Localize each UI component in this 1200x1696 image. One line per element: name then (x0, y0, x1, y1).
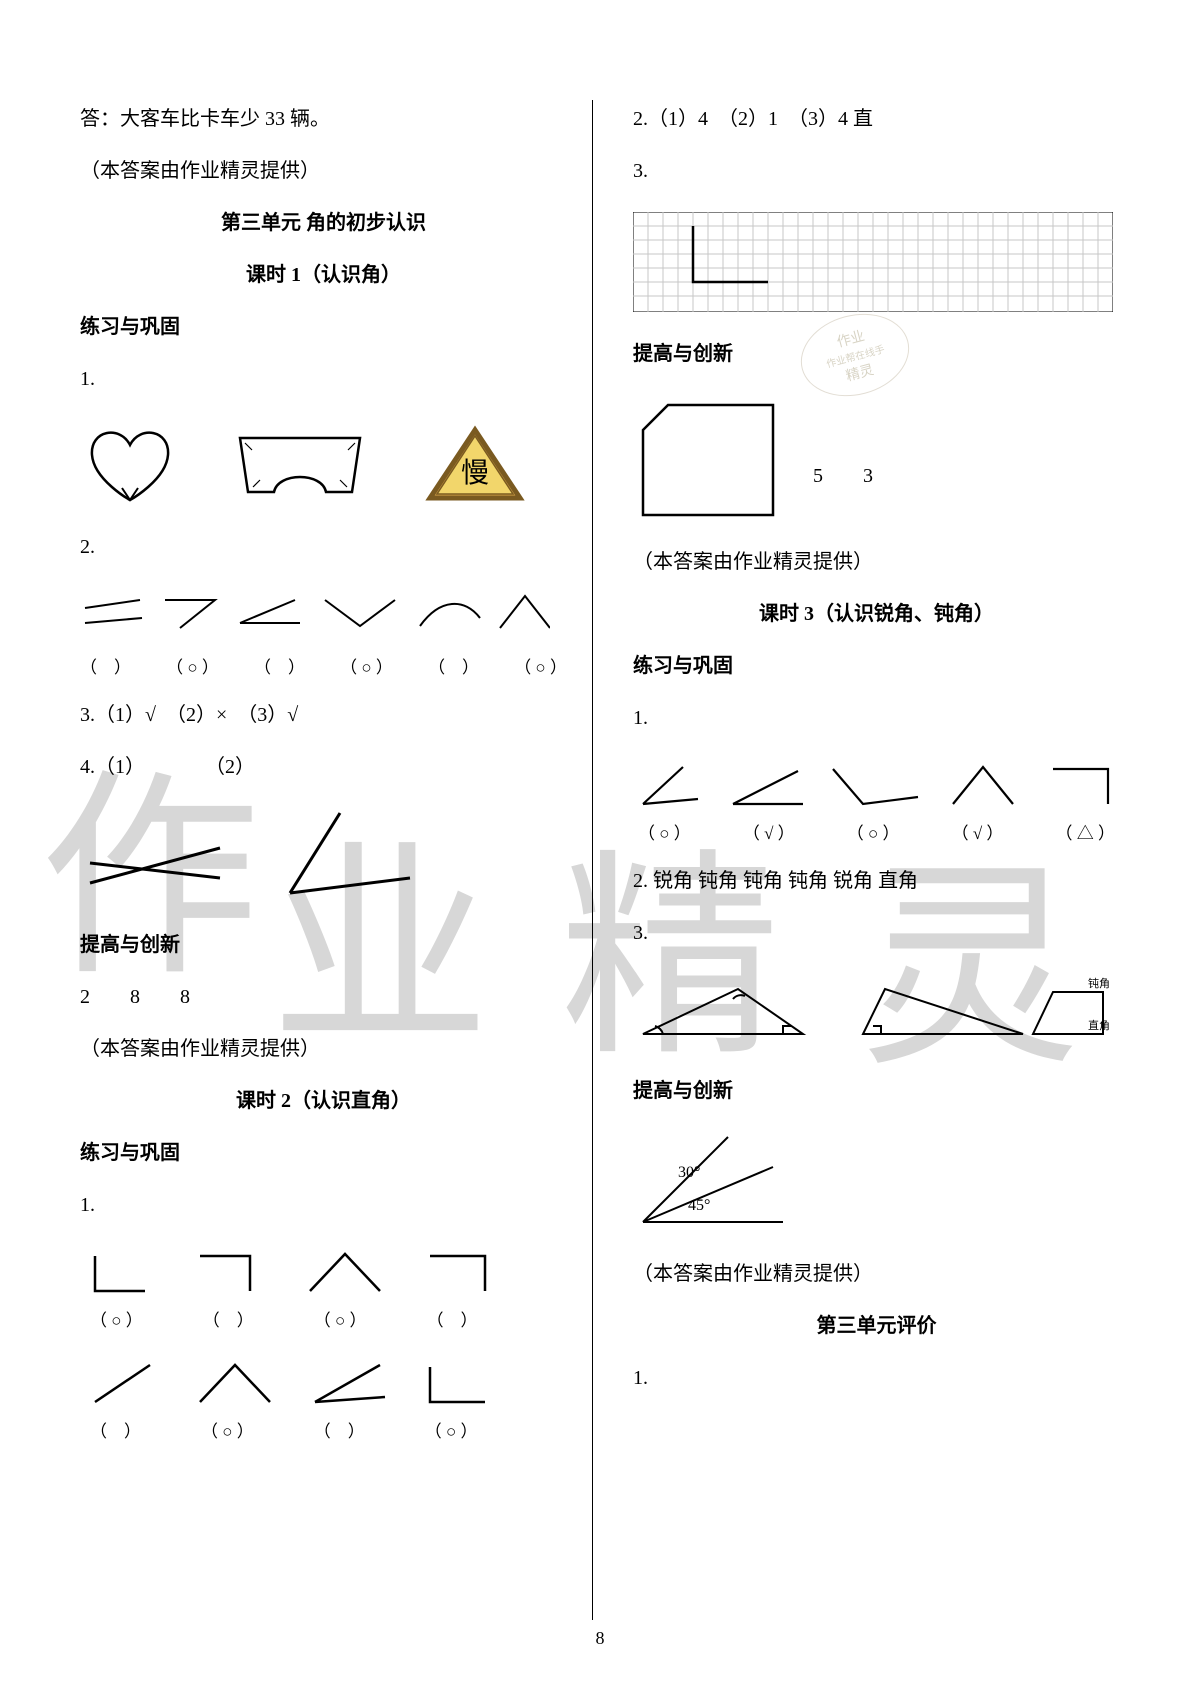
mark: （ ○ ） (166, 653, 219, 678)
l2-shapes-row1: （ ○ ） （ ） （ ○ ） （ ） (80, 1246, 567, 1331)
left-column: 答：大客车比卡车少 33 辆。 （本答案由作业精灵提供） 第三单元 角的初步认识… (80, 100, 593, 1620)
mark: （ △ ） (1056, 819, 1116, 844)
lesson1-title: 课时 1（认识角） (80, 256, 567, 294)
mark: （ ○ ） (314, 1306, 367, 1331)
unit3-eval: 第三单元评价 (633, 1307, 1120, 1345)
mark: （ ○ ） (514, 653, 567, 678)
eval-q1: 1. (633, 1359, 1120, 1397)
section-heading: 练习与巩固 (80, 308, 567, 346)
section-heading: 提高与创新 (633, 1072, 1120, 1110)
improve-answer: 2 8 8 (80, 978, 567, 1016)
q-number: 1. (80, 360, 567, 398)
q3-text: 3.（1）√ （2）× （3）√ (80, 696, 567, 734)
obtuse-label: 钝角 (1088, 976, 1110, 990)
q4-text: 4.（1） （2） (80, 748, 567, 786)
lesson3-title: 课时 3（认识锐角、钝角） (633, 595, 1120, 633)
l3-shapes: （ ○ ） （ √ ） （ ○ ） （ √ ） （ △ ） (633, 759, 1120, 844)
r-q3: 3. (633, 152, 1120, 190)
right-column: 2.（1）4 （2）1 （3）4 直 3. (623, 100, 1120, 1620)
mark: （ ） (254, 653, 305, 678)
lesson2-title: 课时 2（认识直角） (80, 1082, 567, 1120)
mark: （ ） (90, 1417, 141, 1442)
q2-shapes: （ ） （ ○ ） （ ） （ ○ ） （ ） （ ○ ） (80, 588, 567, 678)
q1-shapes: 慢 (80, 420, 567, 510)
mark: （ √ ） (952, 819, 1004, 844)
mark: （ ○ ） (638, 819, 691, 844)
improve-values: 5 3 (813, 457, 873, 495)
mark: （ ） (427, 1306, 478, 1331)
page-number: 8 (80, 1628, 1120, 1649)
mark: （ ） (80, 653, 131, 678)
angle-30: 30° (678, 1164, 700, 1181)
improve-figure: 5 3 (633, 395, 1120, 525)
improve2-figure: 30° 45° (633, 1132, 1120, 1237)
mark: （ √ ） (743, 819, 795, 844)
section-heading: 提高与创新 (80, 926, 567, 964)
answer-text: 答：大客车比卡车少 33 辆。 (80, 100, 567, 138)
mark: （ ） (314, 1417, 365, 1442)
mark: （ ○ ） (340, 653, 393, 678)
unit3-title: 第三单元 角的初步认识 (80, 204, 567, 242)
l3-q2: 2. 锐角 钝角 钝角 钝角 锐角 直角 (633, 862, 1120, 900)
l3-q3-figures: 钝角 直角 (633, 974, 1120, 1054)
provided-by: （本答案由作业精灵提供） (80, 152, 567, 190)
l3-q3: 3. (633, 914, 1120, 952)
slow-sign-text: 慢 (461, 457, 489, 489)
provided-by: （本答案由作业精灵提供） (633, 543, 1120, 581)
provided-by: （本答案由作业精灵提供） (633, 1255, 1120, 1293)
grid-figure (633, 212, 1120, 317)
angle-45: 45° (688, 1197, 710, 1214)
section-heading: 提高与创新 (633, 335, 1120, 373)
provided-by: （本答案由作业精灵提供） (80, 1030, 567, 1068)
mark: （ ○ ） (847, 819, 900, 844)
mark: （ ） (203, 1306, 254, 1331)
right-label: 直角 (1088, 1018, 1110, 1032)
mark: （ ○ ） (425, 1417, 478, 1442)
q-number: 1. (80, 1186, 567, 1224)
r-q2: 2.（1）4 （2）1 （3）4 直 (633, 100, 1120, 138)
section-heading: 练习与巩固 (633, 647, 1120, 685)
q-number: 2. (80, 528, 567, 566)
q4-shapes (80, 808, 567, 908)
l2-shapes-row2: （ ） （ ○ ） （ ） （ ○ ） (80, 1357, 567, 1442)
mark: （ ○ ） (201, 1417, 254, 1442)
mark: （ ○ ） (90, 1306, 143, 1331)
q-number: 1. (633, 699, 1120, 737)
mark: （ ） (428, 653, 479, 678)
section-heading: 练习与巩固 (80, 1134, 567, 1172)
